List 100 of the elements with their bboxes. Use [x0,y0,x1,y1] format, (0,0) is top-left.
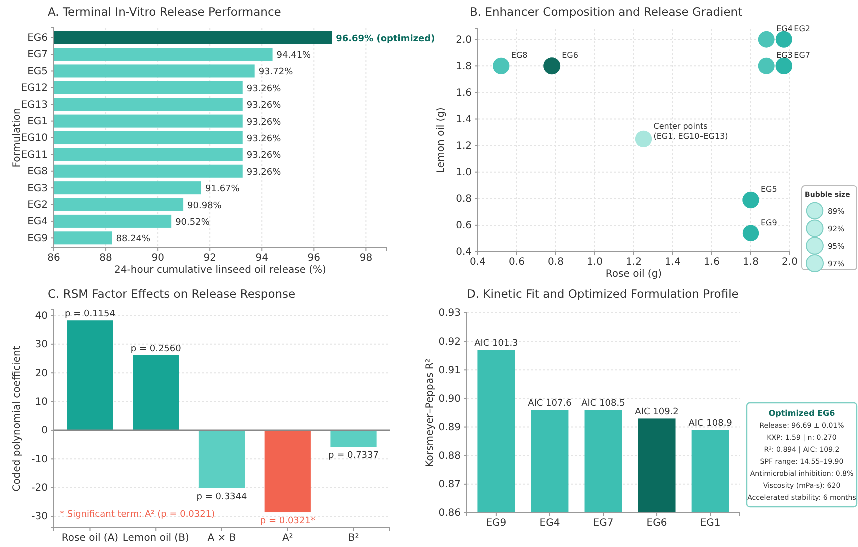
y-tick-label: 0.92 [438,336,461,348]
x-tick-label: EG6 [646,518,668,530]
y-tick-label: EG4 [28,216,48,228]
x-tick-label: EG7 [593,518,614,530]
x-tick-label: 98 [360,253,373,264]
annotation: EG6 [562,51,578,60]
y-tick-label: 0.87 [438,480,461,491]
y-axis-title: Coded polynomial coefficient [12,346,23,492]
data-label: 91.67% [206,184,240,195]
y-tick-label: EG9 [28,233,48,244]
bar [67,320,114,430]
x-tick-label: EG4 [540,518,560,530]
y-axis-title: Formulation [12,108,23,168]
data-label: 93.26% [246,101,282,112]
x-tick-label: Lemon oil (B) [122,533,190,544]
annotation: EG7 [794,51,810,60]
annotation: AIC 108.5 [582,399,626,410]
x-tick-label: 90 [152,253,164,264]
y-axis-title: Lemon oil (g) [436,107,447,174]
data-label: 93.26% [246,151,282,162]
annotation: EG4 [776,24,793,34]
annotation: EG2 [794,24,810,34]
x-tick-label: B² [348,533,360,544]
y-tick-label: 40 [35,310,48,322]
annotation: EG9 [761,218,778,228]
y-tick-label: EG10 [21,133,48,144]
y-tick-label: 1.4 [456,114,472,126]
annotation: p = 0.0321* [260,516,316,527]
y-tick-label: 0.8 [456,194,472,206]
chart-title: D. Kinetic Fit and Optimized Formulation Profile [467,287,739,301]
chart-title: A. Terminal In-Vitro Release Performance [48,5,282,19]
x-tick-label: A × B [208,533,236,544]
annotation: AIC 101.3 [474,339,518,350]
data-label: 93.26% [246,134,282,144]
y-tick-label: 0.90 [438,394,461,405]
x-tick-label: 1.8 [743,257,759,268]
x-tick-label: 88 [100,253,112,264]
y-tick-label: EG12 [21,83,48,94]
x-tick-label: 0.4 [470,257,486,268]
y-tick-label: 0.86 [438,508,461,520]
annotation: p = 0.2560 [130,344,182,354]
x-tick-label: 96 [308,253,321,264]
y-tick-label: 0.6 [456,220,472,232]
y-tick-label: 0.91 [438,365,461,376]
y-tick-label: EG8 [28,166,48,178]
annotation: EG3 [776,51,793,60]
y-tick-label: 1.8 [456,61,472,72]
x-tick-label: 1.4 [665,257,681,268]
y-tick-label: EG1 [28,116,48,128]
data-label: 93.26% [246,168,282,178]
data-label: 94.41% [276,51,312,62]
y-tick-label: -20 [32,483,48,494]
y-tick-label: 10 [35,396,48,408]
y-tick-label: 30 [35,340,48,351]
chart-title: B. Enhancer Composition and Release Gradient [470,5,744,19]
y-tick-label: EG2 [28,200,48,211]
y-axis-title: Korsmeyer–Peppas R² [425,358,436,468]
x-tick-label: 1.0 [587,257,603,268]
annotation: p = 0.1154 [65,310,116,320]
x-tick-label: 0.6 [509,257,525,268]
y-tick-label: 2.0 [456,34,472,46]
data-label: 90.52% [176,218,210,228]
annotation: AIC 109.2 [635,408,679,418]
data-label: 88.24% [116,234,152,245]
y-tick-label: 1.2 [456,141,472,152]
y-tick-label: 1.6 [456,88,472,99]
x-axis-title: Rose oil (g) [606,269,662,280]
data-label: 93.26% [246,84,282,94]
data-label: 96.69% (optimized) [336,34,436,44]
y-tick-label: EG7 [28,50,48,61]
bar [133,355,180,430]
y-tick-label: 0.93 [438,308,461,320]
annotation: p = 0.3344 [196,492,248,502]
data-label: 93.72% [258,68,294,78]
y-tick-label: EG5 [28,66,48,78]
data-label: 90.98% [188,201,222,212]
x-tick-label: EG1 [700,518,721,530]
y-tick-label: 0.88 [438,451,461,462]
x-tick-label: 1.6 [704,257,720,268]
text: Optimized EG6 [768,409,836,418]
annotation: AIC 107.6 [528,399,572,410]
x-tick-label: Rose oil (A) [62,533,119,544]
x-axis-title: 24-hour cumulative linseed oil release (%) [114,265,327,276]
bar [264,430,311,513]
x-tick-label: 86 [48,253,60,264]
annotation: p = 0.7337 [328,451,379,462]
y-tick-label: -30 [32,512,48,523]
y-tick-label: 20 [35,368,48,380]
annotation: AIC 108.9 [688,419,733,430]
y-tick-label: EG13 [21,100,48,111]
bar [330,430,377,448]
x-tick-label: 0.8 [548,257,564,268]
x-tick-label: A² [282,533,294,544]
annotation: EG5 [761,185,778,194]
data-label: 93.26% [246,118,282,128]
annotation: Center points (EG1, EG10–EG13) [654,122,728,142]
y-tick-label: -10 [32,454,48,466]
annotation: EG8 [511,51,528,60]
x-tick-label: EG9 [486,518,507,530]
x-tick-label: 92 [204,253,216,264]
